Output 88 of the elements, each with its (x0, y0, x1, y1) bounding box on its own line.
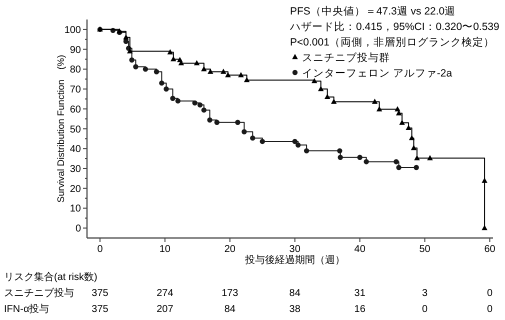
y-tick-label: 90 (70, 44, 82, 56)
point (338, 154, 343, 160)
text: PFS（中央値）＝47.3週 vs 22.0週 (290, 4, 456, 18)
annotation: P<0.001（両側，非層別ログランク検定） (290, 36, 494, 48)
point (235, 120, 240, 125)
point (304, 148, 310, 154)
point (482, 178, 488, 183)
point (175, 98, 181, 104)
point (238, 72, 244, 78)
point (208, 68, 214, 74)
text: 207 (156, 304, 174, 315)
point (364, 159, 369, 164)
x-tick-label: 0 (97, 244, 104, 255)
point (324, 94, 330, 100)
y-tick-label: 70 (70, 84, 82, 96)
point (296, 142, 301, 148)
y-tick-label: 100 (64, 24, 82, 36)
text: 84 (224, 304, 236, 315)
point (154, 69, 160, 74)
point (170, 96, 176, 101)
y-tick-label: 0 (75, 224, 82, 235)
x-tick-label: 40 (354, 244, 366, 255)
text: 0 (486, 304, 493, 315)
y-tick-label: 50 (70, 124, 82, 136)
text: 31 (354, 288, 366, 299)
point (312, 78, 318, 84)
point (337, 148, 342, 154)
text: 375 (92, 288, 109, 299)
text: 375 (92, 304, 109, 315)
text: 84 (289, 288, 301, 299)
point (357, 154, 362, 160)
point (129, 57, 134, 63)
point (214, 120, 220, 125)
text: 0 (486, 288, 493, 299)
x-tick-label: 20 (224, 244, 236, 255)
legend-label: スニチニブ投与群 (302, 51, 390, 64)
point (220, 68, 226, 74)
x-tick-label: 10 (159, 244, 171, 255)
text: 173 (222, 288, 239, 299)
point (330, 98, 337, 104)
y-tick-label: 80 (70, 64, 82, 76)
point (207, 117, 212, 123)
point (394, 106, 400, 112)
point (170, 56, 176, 62)
point (396, 164, 402, 170)
x-tick-label: 50 (419, 244, 431, 255)
legend-label: インターフェロン アルファ-2a (302, 68, 452, 80)
text: スニチニブ投与 (4, 287, 74, 299)
point (225, 72, 231, 78)
point (250, 135, 256, 141)
point (133, 64, 138, 70)
y-tick-label: 30 (70, 164, 82, 175)
point (194, 60, 200, 66)
point (399, 120, 405, 125)
point (292, 138, 298, 144)
point (167, 49, 174, 54)
point (372, 98, 378, 104)
annotation: ハザード比：0.415，95%CI：0.320〜0.539 (289, 20, 500, 33)
point (201, 107, 207, 113)
y-tick-label: 10 (70, 204, 82, 215)
text: IFN-α投与 (4, 303, 50, 315)
x-axis-title: 投与後経過期間（週） (244, 254, 345, 266)
x-tick-label: 60 (484, 244, 496, 255)
text: 38 (289, 304, 301, 315)
y-tick-label: 20 (70, 184, 82, 195)
text: 16 (354, 304, 366, 315)
text: 0 (422, 304, 428, 315)
y-tick-label: 40 (70, 144, 82, 156)
y-axis-title: Survival Distribution Function (%) (56, 54, 67, 203)
point (164, 86, 169, 92)
point (159, 80, 164, 86)
y-tick-label: 60 (70, 104, 82, 116)
point (414, 164, 419, 170)
point (427, 155, 433, 160)
text: 274 (156, 288, 174, 299)
point (242, 129, 247, 134)
point (192, 100, 198, 106)
point (201, 66, 207, 72)
point (376, 106, 382, 112)
point (318, 86, 324, 92)
point (197, 102, 203, 108)
point (394, 159, 399, 164)
text: 3 (422, 288, 428, 299)
point (406, 124, 412, 130)
point (260, 138, 265, 144)
point (142, 66, 148, 72)
x-tick-label: 30 (289, 244, 301, 255)
text: リスク集合(at risk数) (4, 271, 98, 283)
